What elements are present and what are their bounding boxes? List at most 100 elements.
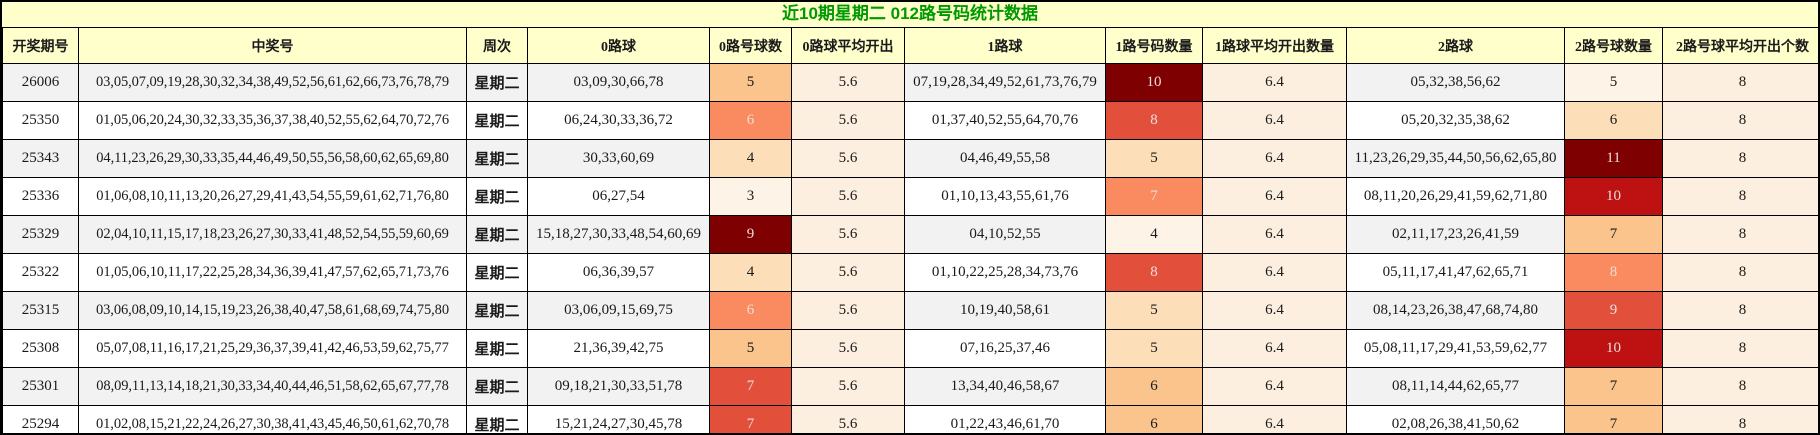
table-row: 25294 01,02,08,15,21,22,24,26,27,30,38,41… bbox=[2, 405, 1818, 433]
zero-road-avg-cell: 5.6 bbox=[791, 329, 905, 368]
zero-road-count-cell: 5 bbox=[709, 63, 792, 102]
zero-road-balls-cell: 06,36,39,57 bbox=[527, 253, 710, 292]
table-row: 25336 01,06,08,10,11,13,20,26,27,29,41,43… bbox=[2, 177, 1818, 216]
one-road-avg-cell: 6.4 bbox=[1202, 63, 1347, 102]
two-road-balls-cell: 05,11,17,41,47,62,65,71 bbox=[1346, 253, 1565, 292]
winning-numbers-cell: 01,06,08,10,11,13,20,26,27,29,41,43,54,5… bbox=[78, 177, 467, 216]
zero-road-count-cell: 7 bbox=[709, 367, 792, 406]
winning-numbers-cell: 03,05,07,09,19,28,30,32,34,38,49,52,56,6… bbox=[78, 63, 467, 102]
two-road-avg-cell: 8 bbox=[1662, 367, 1818, 406]
two-road-count-cell: 7 bbox=[1564, 367, 1663, 406]
one-road-count-cell: 5 bbox=[1105, 329, 1203, 368]
zero-road-avg-cell: 5.6 bbox=[791, 253, 905, 292]
one-road-avg-cell: 6.4 bbox=[1202, 367, 1347, 406]
table-row: 25343 04,11,23,26,29,30,33,35,44,46,49,50… bbox=[2, 139, 1818, 178]
two-road-balls-cell: 08,14,23,26,38,47,68,74,80 bbox=[1346, 291, 1565, 330]
draw-period-cell: 25322 bbox=[2, 253, 79, 292]
zero-road-balls-cell: 15,21,24,27,30,45,78 bbox=[527, 405, 710, 433]
two-road-balls-cell: 11,23,26,29,35,44,50,56,62,65,80 bbox=[1346, 139, 1565, 178]
two-road-balls-cell: 05,08,11,17,29,41,53,59,62,77 bbox=[1346, 329, 1565, 368]
two-road-count-cell: 5 bbox=[1564, 63, 1663, 102]
draw-period-cell: 25301 bbox=[2, 367, 79, 406]
two-road-avg-cell: 8 bbox=[1662, 253, 1818, 292]
two-road-count-cell: 8 bbox=[1564, 253, 1663, 292]
one-road-avg-cell: 6.4 bbox=[1202, 215, 1347, 254]
col-header-one-road-count: 1路号码数量 bbox=[1105, 27, 1203, 64]
weekday-cell: 星期二 bbox=[466, 367, 528, 406]
col-header-weekday: 周次 bbox=[466, 27, 528, 64]
one-road-balls-cell: 01,22,43,46,61,70 bbox=[904, 405, 1106, 433]
page-title: 近10期星期二 012路号码统计数据 bbox=[2, 2, 1818, 27]
two-road-avg-cell: 8 bbox=[1662, 329, 1818, 368]
one-road-balls-cell: 07,16,25,37,46 bbox=[904, 329, 1106, 368]
winning-numbers-cell: 03,06,08,09,10,14,15,19,23,26,38,40,47,5… bbox=[78, 291, 467, 330]
table-row: 25301 08,09,11,13,14,18,21,30,33,34,40,44… bbox=[2, 367, 1818, 406]
draw-period-cell: 26006 bbox=[2, 63, 79, 102]
two-road-avg-cell: 8 bbox=[1662, 139, 1818, 178]
zero-road-avg-cell: 5.6 bbox=[791, 405, 905, 433]
two-road-avg-cell: 8 bbox=[1662, 63, 1818, 102]
winning-numbers-cell: 02,04,10,11,15,17,18,23,26,27,30,33,41,4… bbox=[78, 215, 467, 254]
col-header-one-road-average: 1路球平均开出数量 bbox=[1202, 27, 1347, 64]
zero-road-avg-cell: 5.6 bbox=[791, 139, 905, 178]
table-row: 25308 05,07,08,11,16,17,21,25,29,36,37,39… bbox=[2, 329, 1818, 368]
zero-road-count-cell: 9 bbox=[709, 215, 792, 254]
col-header-zero-road-average: 0路球平均开出 bbox=[791, 27, 905, 64]
one-road-balls-cell: 01,10,22,25,28,34,73,76 bbox=[904, 253, 1106, 292]
weekday-cell: 星期二 bbox=[466, 291, 528, 330]
one-road-balls-cell: 04,10,52,55 bbox=[904, 215, 1106, 254]
weekday-cell: 星期二 bbox=[466, 329, 528, 368]
draw-period-cell: 25294 bbox=[2, 405, 79, 433]
zero-road-count-cell: 6 bbox=[709, 101, 792, 140]
two-road-count-cell: 10 bbox=[1564, 177, 1663, 216]
zero-road-avg-cell: 5.6 bbox=[791, 215, 905, 254]
two-road-balls-cell: 05,32,38,56,62 bbox=[1346, 63, 1565, 102]
draw-period-cell: 25350 bbox=[2, 101, 79, 140]
zero-road-balls-cell: 03,06,09,15,69,75 bbox=[527, 291, 710, 330]
winning-numbers-cell: 04,11,23,26,29,30,33,35,44,46,49,50,55,5… bbox=[78, 139, 467, 178]
zero-road-count-cell: 4 bbox=[709, 139, 792, 178]
two-road-count-cell: 11 bbox=[1564, 139, 1663, 178]
table-row: 25322 01,05,06,10,11,17,22,25,28,34,36,39… bbox=[2, 253, 1818, 292]
draw-period-cell: 25308 bbox=[2, 329, 79, 368]
one-road-avg-cell: 6.4 bbox=[1202, 291, 1347, 330]
one-road-avg-cell: 6.4 bbox=[1202, 329, 1347, 368]
one-road-balls-cell: 10,19,40,58,61 bbox=[904, 291, 1106, 330]
one-road-count-cell: 6 bbox=[1105, 405, 1203, 433]
two-road-count-cell: 6 bbox=[1564, 101, 1663, 140]
two-road-balls-cell: 08,11,20,26,29,41,59,62,71,80 bbox=[1346, 177, 1565, 216]
one-road-balls-cell: 01,37,40,52,55,64,70,76 bbox=[904, 101, 1106, 140]
table-row: 25329 02,04,10,11,15,17,18,23,26,27,30,33… bbox=[2, 215, 1818, 254]
zero-road-avg-cell: 5.6 bbox=[791, 367, 905, 406]
weekday-cell: 星期二 bbox=[466, 63, 528, 102]
one-road-count-cell: 4 bbox=[1105, 215, 1203, 254]
zero-road-balls-cell: 06,27,54 bbox=[527, 177, 710, 216]
header-row: 开奖期号 中奖号 周次 0路球 0路号球数 0路球平均开出 1路球 1路号码数量 1路球平均开出… bbox=[2, 27, 1818, 64]
weekday-cell: 星期二 bbox=[466, 139, 528, 178]
one-road-count-cell: 7 bbox=[1105, 177, 1203, 216]
two-road-avg-cell: 8 bbox=[1662, 405, 1818, 433]
one-road-count-cell: 8 bbox=[1105, 101, 1203, 140]
two-road-balls-cell: 08,11,14,44,62,65,77 bbox=[1346, 367, 1565, 406]
weekday-cell: 星期二 bbox=[466, 215, 528, 254]
one-road-balls-cell: 13,34,40,46,58,67 bbox=[904, 367, 1106, 406]
zero-road-balls-cell: 03,09,30,66,78 bbox=[527, 63, 710, 102]
draw-period-cell: 25315 bbox=[2, 291, 79, 330]
two-road-avg-cell: 8 bbox=[1662, 215, 1818, 254]
zero-road-avg-cell: 5.6 bbox=[791, 291, 905, 330]
one-road-count-cell: 5 bbox=[1105, 291, 1203, 330]
winning-numbers-cell: 08,09,11,13,14,18,21,30,33,34,40,44,46,5… bbox=[78, 367, 467, 406]
draw-period-cell: 25329 bbox=[2, 215, 79, 254]
col-header-zero-road-balls: 0路球 bbox=[527, 27, 710, 64]
col-header-winning-numbers: 中奖号 bbox=[78, 27, 467, 64]
one-road-avg-cell: 6.4 bbox=[1202, 139, 1347, 178]
one-road-count-cell: 6 bbox=[1105, 367, 1203, 406]
col-header-two-road-count: 2路号球数量 bbox=[1564, 27, 1663, 64]
two-road-avg-cell: 8 bbox=[1662, 101, 1818, 140]
zero-road-balls-cell: 09,18,21,30,33,51,78 bbox=[527, 367, 710, 406]
one-road-avg-cell: 6.4 bbox=[1202, 177, 1347, 216]
one-road-count-cell: 5 bbox=[1105, 139, 1203, 178]
one-road-count-cell: 10 bbox=[1105, 63, 1203, 102]
zero-road-avg-cell: 5.6 bbox=[791, 101, 905, 140]
